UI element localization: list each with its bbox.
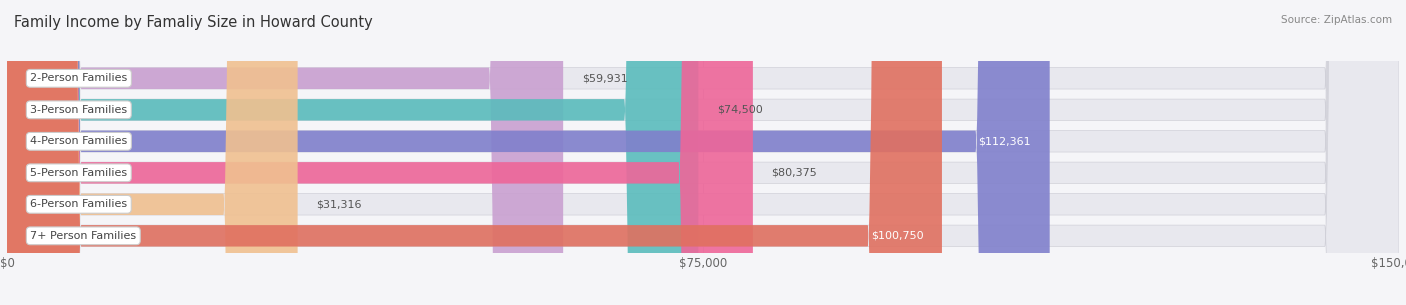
FancyBboxPatch shape [7, 0, 1399, 305]
FancyBboxPatch shape [7, 0, 752, 305]
Text: $80,375: $80,375 [772, 168, 817, 178]
FancyBboxPatch shape [7, 0, 564, 305]
FancyBboxPatch shape [7, 0, 942, 305]
Text: $31,316: $31,316 [316, 199, 361, 209]
FancyBboxPatch shape [7, 0, 1050, 305]
FancyBboxPatch shape [7, 0, 1399, 305]
Text: $59,931: $59,931 [582, 73, 627, 83]
Text: 5-Person Families: 5-Person Families [31, 168, 128, 178]
Text: 4-Person Families: 4-Person Families [31, 136, 128, 146]
Text: Family Income by Famaliy Size in Howard County: Family Income by Famaliy Size in Howard … [14, 15, 373, 30]
Text: 3-Person Families: 3-Person Families [31, 105, 128, 115]
Text: $100,750: $100,750 [870, 231, 924, 241]
FancyBboxPatch shape [7, 0, 298, 305]
Text: $74,500: $74,500 [717, 105, 762, 115]
FancyBboxPatch shape [7, 0, 1399, 305]
Text: $112,361: $112,361 [979, 136, 1031, 146]
Text: 7+ Person Families: 7+ Person Families [31, 231, 136, 241]
FancyBboxPatch shape [7, 0, 699, 305]
Text: 6-Person Families: 6-Person Families [31, 199, 128, 209]
FancyBboxPatch shape [7, 0, 1399, 305]
Text: 2-Person Families: 2-Person Families [31, 73, 128, 83]
FancyBboxPatch shape [7, 0, 1399, 305]
Text: Source: ZipAtlas.com: Source: ZipAtlas.com [1281, 15, 1392, 25]
FancyBboxPatch shape [7, 0, 1399, 305]
